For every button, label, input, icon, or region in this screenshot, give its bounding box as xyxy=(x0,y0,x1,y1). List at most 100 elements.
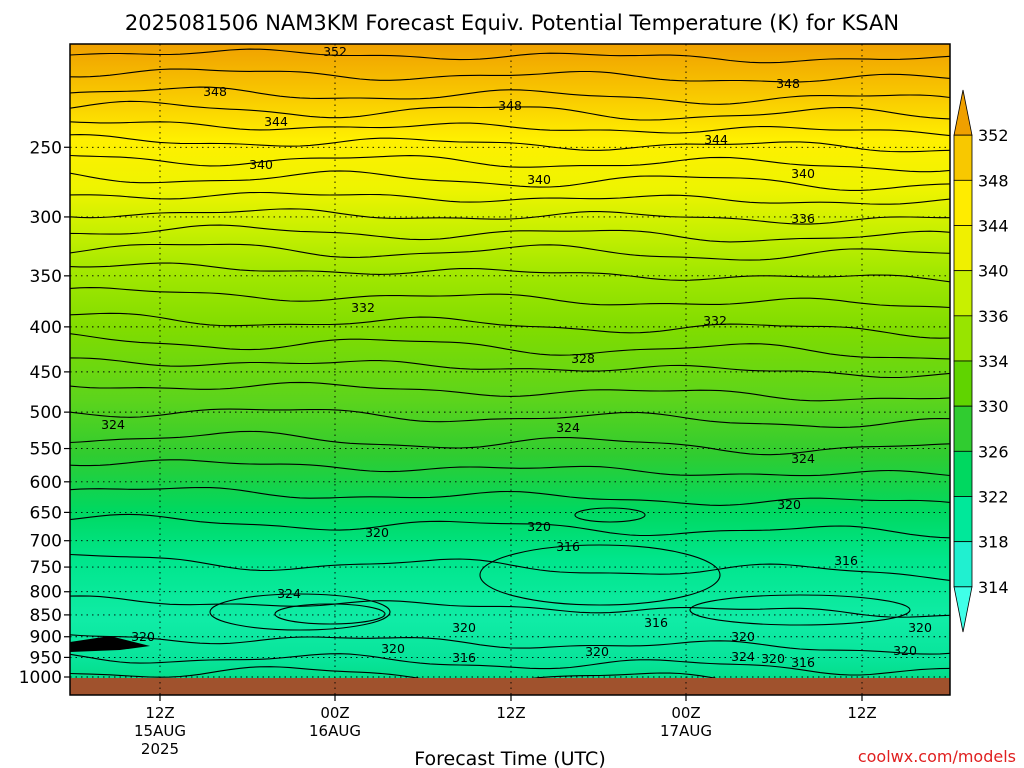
contour-line xyxy=(70,170,950,191)
contour-line xyxy=(70,430,950,456)
colorbar-swatch xyxy=(953,360,973,407)
contour-label: 348 xyxy=(776,76,800,91)
contour-loop xyxy=(479,544,721,606)
contour-label: 344 xyxy=(704,132,728,147)
colorbar: 352 348 344 340 336 334 330 326 322 318 314 xyxy=(953,89,1009,633)
y-tick-label: 650 xyxy=(30,503,62,523)
contour-loop xyxy=(574,507,646,523)
colorbar-label: 344 xyxy=(978,217,1009,236)
contour-label: 316 xyxy=(791,655,815,670)
contour-line xyxy=(70,459,950,477)
colorbar-swatch xyxy=(953,270,973,317)
contour-label: 352 xyxy=(323,44,347,59)
contour-label: 340 xyxy=(791,166,815,181)
contour-line xyxy=(70,595,950,618)
x-tick-label: 00Z xyxy=(320,704,349,722)
contour-line xyxy=(70,408,950,428)
credit-text: coolwx.com/models xyxy=(858,747,1016,766)
contour-label: 320 xyxy=(365,525,389,540)
contour-label: 336 xyxy=(791,211,815,226)
colorbar-label: 352 xyxy=(978,126,1009,145)
contour-label: 328 xyxy=(571,351,595,366)
contour-line xyxy=(70,634,950,655)
contour-cluster xyxy=(70,636,150,652)
colorbar-label: 334 xyxy=(978,352,1009,371)
x-tick-label: 17AUG xyxy=(660,722,712,740)
contour-label: 332 xyxy=(703,313,727,328)
contour-label: 324 xyxy=(791,451,815,466)
contour-label: 320 xyxy=(731,629,755,644)
colorbar-swatch xyxy=(953,450,973,497)
x-axis-label: Forecast Time (UTC) xyxy=(414,748,605,768)
y-tick-label: 850 xyxy=(30,606,62,626)
colorbar-swatch xyxy=(953,225,973,272)
y-tick-label: 300 xyxy=(30,208,62,228)
contour-label: 320 xyxy=(761,651,785,666)
contour-label: 320 xyxy=(893,643,917,658)
colorbar-swatch xyxy=(953,315,973,362)
contour-line xyxy=(70,224,950,243)
x-tick-label: 12Z xyxy=(496,704,525,722)
contour-label: 320 xyxy=(527,519,551,534)
contour-line xyxy=(70,553,950,581)
colorbar-label: 330 xyxy=(978,397,1009,416)
contour-label: 340 xyxy=(527,172,551,187)
contour-line xyxy=(70,287,950,309)
terrain-band xyxy=(70,678,950,695)
contour-label: 324 xyxy=(277,586,301,601)
contour-line xyxy=(70,208,950,225)
contour-line xyxy=(70,381,950,402)
colorbar-swatch xyxy=(953,586,973,633)
contour-label: 324 xyxy=(101,417,125,432)
colorbar-label: 326 xyxy=(978,442,1009,461)
y-tick-label: 700 xyxy=(30,532,62,552)
contour-line xyxy=(70,486,950,506)
contour-line xyxy=(70,68,950,83)
colorbar-swatch xyxy=(953,89,973,136)
contour-label: 316 xyxy=(834,553,858,568)
contour-line xyxy=(70,191,950,205)
contour-label: 320 xyxy=(381,641,405,656)
contour-line xyxy=(70,262,950,283)
contour-label: 316 xyxy=(556,539,580,554)
y-tick-label: 450 xyxy=(30,363,62,383)
contour-loop xyxy=(274,603,386,625)
contour-label: 324 xyxy=(556,420,580,435)
contour-label: 320 xyxy=(131,629,155,644)
y-axis: 2503003504004505005506006507007508008509… xyxy=(19,138,70,688)
y-tick-label: 400 xyxy=(30,318,62,338)
x-tick-label: 15AUG xyxy=(134,722,186,740)
y-tick-label: 500 xyxy=(30,403,62,423)
contour-label: 348 xyxy=(498,98,522,113)
x-tick-label: 12Z xyxy=(145,704,174,722)
contour-label: 348 xyxy=(203,84,227,99)
x-tick-label: 00Z xyxy=(671,704,700,722)
colorbar-swatch xyxy=(953,496,973,543)
x-tick-label: 2025 xyxy=(141,740,179,758)
contour-line xyxy=(70,513,950,539)
colorbar-swatch xyxy=(953,134,973,181)
colorbar-label: 314 xyxy=(978,578,1009,597)
contour-line xyxy=(70,86,950,105)
contour-line xyxy=(70,312,950,339)
contour-label: 316 xyxy=(644,615,668,630)
plot-area: 352 348 348 348 344 344 340 340 340 336 332 332 328 3… xyxy=(69,43,951,696)
colorbar-label: 348 xyxy=(978,171,1009,190)
contour-lines xyxy=(70,48,950,688)
colorbar-swatch xyxy=(953,179,973,226)
y-tick-label: 350 xyxy=(30,267,62,287)
y-tick-label: 900 xyxy=(30,628,62,648)
plot-background xyxy=(70,44,950,695)
contour-label: 340 xyxy=(249,157,273,172)
contour-label: 320 xyxy=(777,497,801,512)
gridlines xyxy=(70,44,950,695)
chart-title: 2025081506 NAM3KM Forecast Equiv. Potent… xyxy=(125,11,899,35)
y-tick-label: 750 xyxy=(30,558,62,578)
contour-line xyxy=(70,333,950,360)
y-tick-label: 1000 xyxy=(19,668,62,688)
colorbar-swatch xyxy=(953,541,973,588)
contour-label: 316 xyxy=(452,650,476,665)
contour-label: 344 xyxy=(264,114,288,129)
